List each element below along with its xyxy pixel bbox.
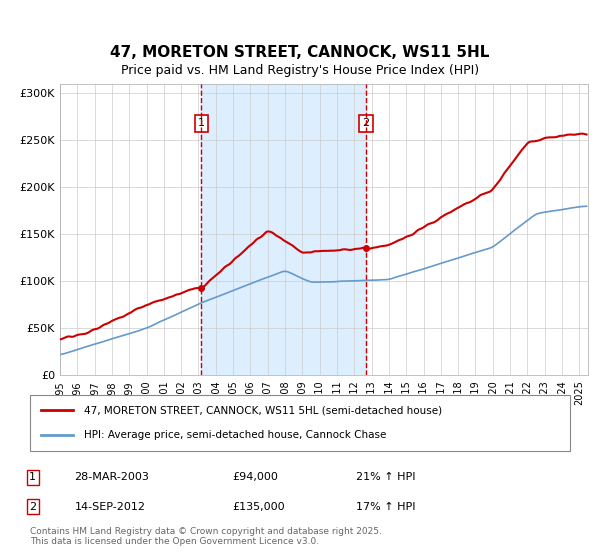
Text: 17% ↑ HPI: 17% ↑ HPI [356,502,416,511]
Text: 2: 2 [29,502,37,511]
Text: 21% ↑ HPI: 21% ↑ HPI [356,473,416,482]
FancyBboxPatch shape [30,395,570,451]
Text: 1: 1 [198,119,205,128]
Text: Price paid vs. HM Land Registry's House Price Index (HPI): Price paid vs. HM Land Registry's House … [121,64,479,77]
Text: Contains HM Land Registry data © Crown copyright and database right 2025.
This d: Contains HM Land Registry data © Crown c… [30,526,382,546]
Text: 2: 2 [362,119,370,128]
Text: 47, MORETON STREET, CANNOCK, WS11 5HL (semi-detached house): 47, MORETON STREET, CANNOCK, WS11 5HL (s… [84,405,442,416]
Text: 14-SEP-2012: 14-SEP-2012 [74,502,145,511]
Text: £135,000: £135,000 [232,502,285,511]
Text: 1: 1 [29,473,36,482]
Text: HPI: Average price, semi-detached house, Cannock Chase: HPI: Average price, semi-detached house,… [84,430,386,440]
Text: 28-MAR-2003: 28-MAR-2003 [74,473,149,482]
Text: 47, MORETON STREET, CANNOCK, WS11 5HL: 47, MORETON STREET, CANNOCK, WS11 5HL [110,45,490,60]
Bar [202,84,366,375]
Text: £94,000: £94,000 [232,473,278,482]
